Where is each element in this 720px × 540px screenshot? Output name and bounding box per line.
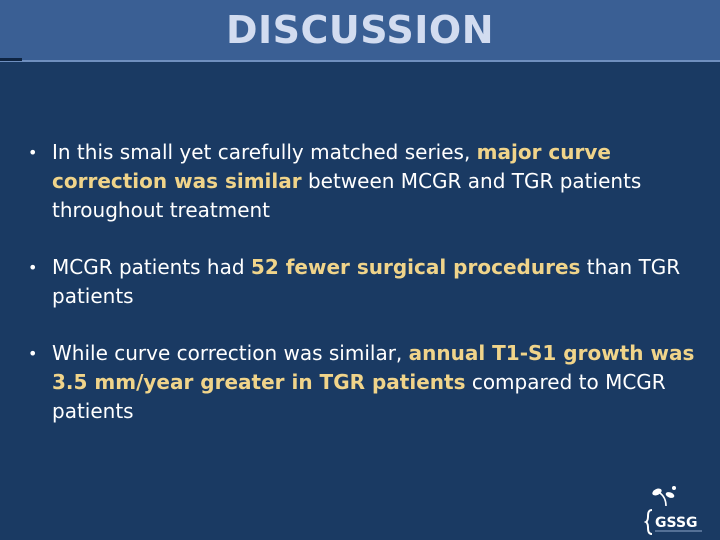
bullet-item: • While curve correction was similar, an… <box>28 339 700 426</box>
title-bar <box>0 0 720 62</box>
title-accent-line <box>0 58 22 61</box>
bullet-text: In this small yet carefully matched seri… <box>52 140 641 222</box>
bullet-marker: • <box>28 344 38 363</box>
bullet-marker: • <box>28 143 38 162</box>
bullet-highlight: 52 fewer surgical procedures <box>250 255 581 279</box>
bullet-segment: than TGR patients <box>52 255 681 308</box>
bullet-segment: While curve correction was similar, <box>52 341 409 365</box>
bullet-segment: compared to MCGR patients <box>52 370 666 423</box>
bullet-segment: between MCGR and TGR patients throughout… <box>52 169 642 222</box>
bullet-text: While curve correction was similar, annu… <box>52 341 694 423</box>
logo-text: GSSG <box>655 515 698 531</box>
bullet-marker: • <box>28 258 38 277</box>
slide-title: DISCUSSION <box>225 8 495 52</box>
bullet-item: • MCGR patients had 52 fewer surgical pr… <box>28 253 700 311</box>
bullet-segment: In this small yet carefully matched seri… <box>52 140 477 164</box>
sprout-icon: GSSG <box>644 486 702 535</box>
bullet-highlight: major curve correction was similar <box>52 140 611 193</box>
bullet-list: • In this small yet carefully matched se… <box>28 138 700 454</box>
bullet-segment: MCGR patients had <box>52 255 251 279</box>
bullet-text: MCGR patients had 52 fewer surgical proc… <box>52 255 680 308</box>
bullet-item: • In this small yet carefully matched se… <box>28 138 700 225</box>
gssg-logo: GSSG <box>644 484 714 536</box>
bullet-highlight: annual T1-S1 growth was 3.5 mm/year grea… <box>52 341 695 394</box>
